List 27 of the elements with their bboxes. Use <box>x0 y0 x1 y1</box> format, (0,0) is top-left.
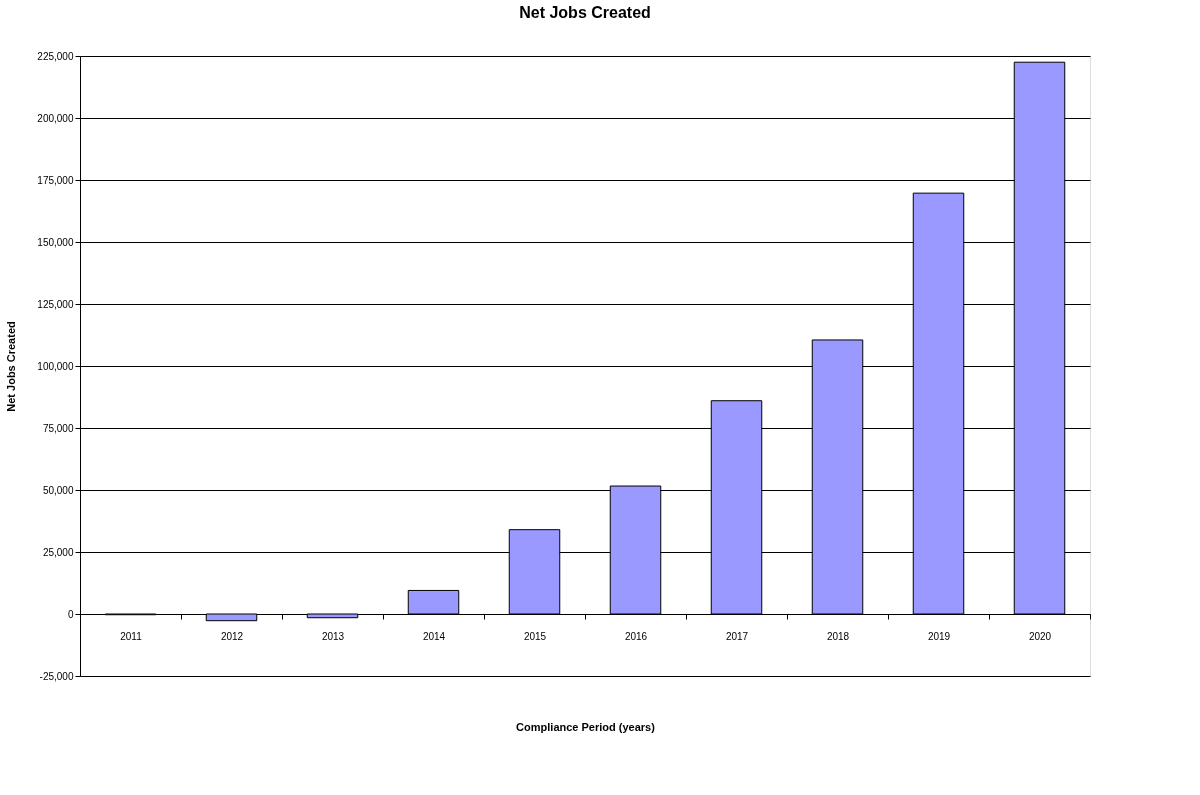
x-tick-label: 2019 <box>927 630 951 642</box>
x-tick-label: 2014 <box>422 630 446 642</box>
bar <box>407 589 460 615</box>
x-tick-label: 2012 <box>220 630 244 642</box>
x-tick-label: 2017 <box>725 630 749 642</box>
x-tick-label: 2018 <box>826 630 850 642</box>
y-tick-label: 0 <box>67 608 74 620</box>
bar <box>306 613 359 619</box>
y-tick-label: 25,000 <box>42 546 74 558</box>
x-tick-label: 2011 <box>120 630 143 642</box>
chart-title: Net Jobs Created <box>519 4 651 21</box>
x-axis-title: Compliance Period (years) <box>516 720 656 733</box>
bar <box>205 613 258 622</box>
y-tick-label: 125,000 <box>37 298 74 310</box>
y-axis-title: Net Jobs Created <box>5 321 18 412</box>
y-tick-label: 200,000 <box>37 112 74 124</box>
y-tick-label: 175,000 <box>37 174 74 186</box>
y-tick-label: -25,000 <box>39 670 74 682</box>
y-tick-label: 50,000 <box>42 484 74 496</box>
x-tick-label: 2020 <box>1028 630 1052 642</box>
y-tick-label: 225,000 <box>37 50 74 62</box>
x-tick-label: 2016 <box>624 630 648 642</box>
y-tick-label: 150,000 <box>37 236 74 248</box>
x-tick-label: 2015 <box>523 630 547 642</box>
y-tick-label: 100,000 <box>37 360 74 372</box>
y-tick-label: 75,000 <box>42 422 74 434</box>
x-tick-label: 2013 <box>321 630 345 642</box>
